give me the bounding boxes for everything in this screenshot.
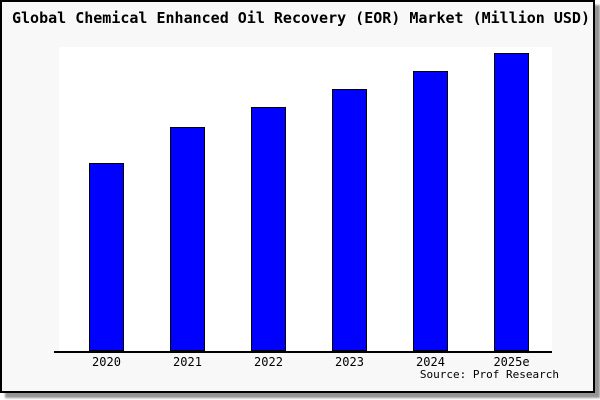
x-axis-labels: 2020 2021 2022 2023 2024 2025e [59,355,552,369]
x-tick-label: 2025e [493,355,530,369]
x-tick-label: 2024 [416,355,445,369]
plot-area [59,47,552,351]
x-tick-label: 2021 [173,355,202,369]
x-tick-label: 2020 [92,355,121,369]
bar-column [309,47,390,351]
source-note: Source: Prof Research [419,368,559,381]
bars-row [59,47,552,351]
bar-column [147,47,228,351]
bar-2023 [332,88,367,351]
x-tick-label: 2022 [254,355,283,369]
bar-column [66,47,147,351]
bar-2021 [170,127,205,351]
x-axis-line [54,351,552,353]
bar-column [390,47,471,351]
bar-2025e [494,52,529,351]
bar-2022 [251,106,286,351]
x-tick-label: 2023 [335,355,364,369]
bar-column [228,47,309,351]
chart-title: Global Chemical Enhanced Oil Recovery (E… [12,9,590,27]
bar-column [471,47,552,351]
chart-card-frame: Global Chemical Enhanced Oil Recovery (E… [0,0,595,393]
bar-2024 [413,70,448,351]
bar-2020 [89,163,124,351]
